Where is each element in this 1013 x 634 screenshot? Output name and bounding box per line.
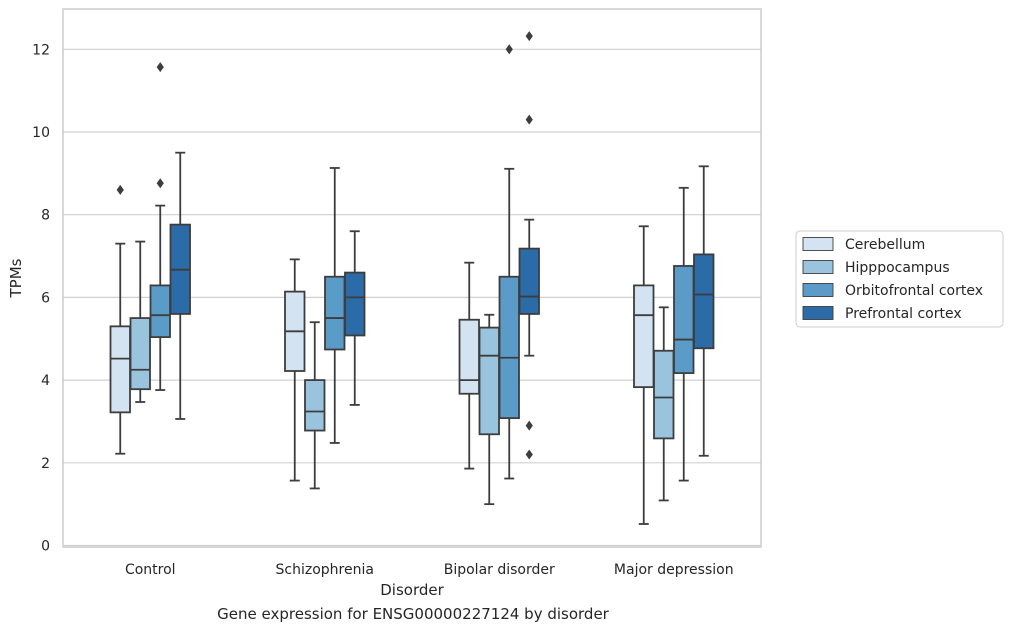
box xyxy=(673,265,695,374)
y-tick-label: 2 xyxy=(41,456,50,472)
legend-swatch xyxy=(802,306,834,320)
box-group xyxy=(149,62,171,391)
box-group xyxy=(344,230,366,406)
outlier-point xyxy=(116,184,124,195)
box-group xyxy=(478,313,500,506)
legend-label: Cerebellum xyxy=(845,237,925,253)
y-axis-label: TPMs xyxy=(7,258,25,298)
box-group xyxy=(324,167,346,444)
legend-label: Prefrontal cortex xyxy=(845,306,962,322)
box-group xyxy=(109,184,131,455)
box xyxy=(633,284,655,389)
x-tick-label: Control xyxy=(125,562,176,578)
outlier-point xyxy=(525,114,533,125)
x-tick-labels: Control Schizophrenia Bipolar disorder Majo… xyxy=(125,562,734,578)
y-tick-label: 8 xyxy=(41,208,50,224)
box xyxy=(653,349,675,440)
y-tick-label: 6 xyxy=(41,290,50,306)
legend-swatch xyxy=(802,237,834,251)
outlier-point xyxy=(525,31,533,42)
box xyxy=(498,275,520,420)
box-plot-chart: 0 2 4 6 8 10 12 Control Schizophrenia Bipolar di… xyxy=(7,8,1004,599)
outlier-point xyxy=(505,44,513,55)
box xyxy=(478,326,500,436)
outlier-point xyxy=(525,420,533,431)
box-group xyxy=(169,151,191,420)
box xyxy=(324,275,346,351)
legend-label: Hipppocampus xyxy=(845,260,950,276)
box-group xyxy=(498,44,520,480)
box-group xyxy=(304,321,326,490)
plot-frame xyxy=(62,8,762,548)
legend-label: Orbitofrontal cortex xyxy=(845,283,983,299)
box-group xyxy=(673,186,695,482)
box xyxy=(304,379,326,432)
box xyxy=(344,271,366,337)
x-tick-label: Schizophrenia xyxy=(276,562,374,578)
box-group xyxy=(518,31,540,460)
x-tick-label: Major depression xyxy=(614,562,734,578)
y-tick-label: 12 xyxy=(32,42,50,58)
x-axis-label: Disorder xyxy=(380,581,444,599)
outlier-point xyxy=(156,178,164,189)
box-group xyxy=(693,165,715,457)
x-tick-label: Bipolar disorder xyxy=(444,562,555,578)
y-tick-label: 0 xyxy=(41,539,50,555)
box-group xyxy=(653,306,675,502)
legend-swatch xyxy=(802,283,834,297)
box-group xyxy=(284,258,306,482)
box xyxy=(693,253,715,350)
legend-swatch xyxy=(802,260,834,274)
box-group xyxy=(129,240,151,403)
box xyxy=(129,317,151,391)
y-tick-label: 4 xyxy=(41,373,50,389)
legend-frame xyxy=(795,230,1004,328)
box xyxy=(518,247,540,315)
y-tick-labels: 0 2 4 6 8 10 12 xyxy=(32,42,50,554)
box xyxy=(149,284,171,338)
box xyxy=(458,318,480,395)
box xyxy=(109,325,131,414)
box-group xyxy=(458,261,480,470)
legend: Cerebellum Hipppocampus Orbitofrontal cort… xyxy=(795,230,1004,328)
box-group xyxy=(633,225,655,525)
figure-caption: Gene expression for ENSG00000227124 by d… xyxy=(217,605,609,623)
plot-boxes xyxy=(109,31,715,525)
outlier-point xyxy=(156,62,164,73)
outlier-point xyxy=(525,449,533,460)
y-tick-label: 10 xyxy=(32,125,50,141)
